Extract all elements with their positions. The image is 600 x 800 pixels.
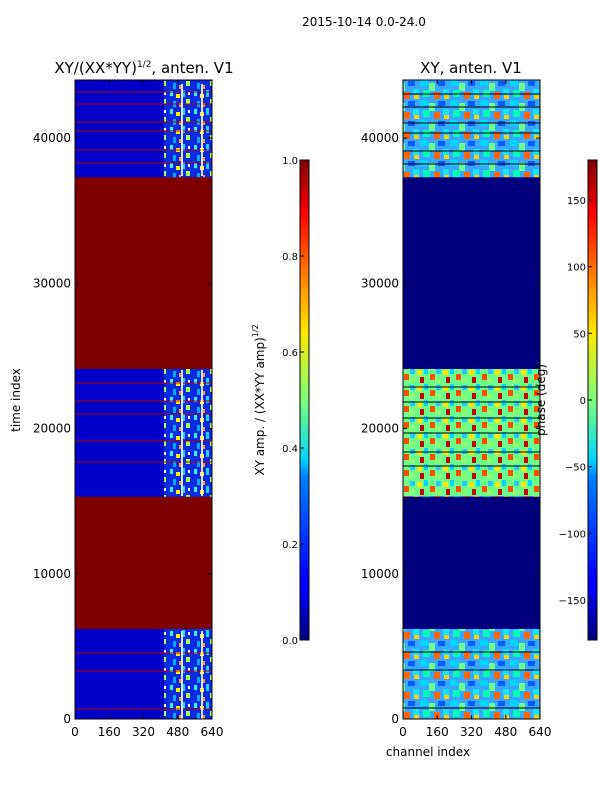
right-heatmap — [402, 79, 541, 720]
left-y-ticks: 0 10000 20000 30000 40000 — [33, 131, 212, 726]
y-tick-label: 40000 — [361, 131, 399, 145]
right-band-lower — [403, 629, 540, 719]
xy-phase-panel: XY, anten. V1 0 160 320 480 640 0 10000 20000 3… — [361, 59, 598, 759]
y-tick-label: 10000 — [33, 567, 71, 581]
right-xlabel: channel index — [386, 745, 470, 759]
colorbar-tick-label: 1.0 — [282, 156, 298, 167]
colorbar-tick-label: 0.6 — [282, 348, 298, 359]
saturated-block-0 — [75, 496, 212, 629]
colorbar-tick-label: 0.8 — [282, 252, 298, 263]
y-tick-label: 40000 — [33, 131, 71, 145]
colorbar-tick-label: 0.0 — [282, 636, 298, 647]
suptitle: 2015-10-14 0.0-24.0 — [302, 15, 426, 29]
y-tick-label: 10000 — [361, 567, 399, 581]
colorbar-tick-label: −100 — [559, 529, 586, 540]
y-tick-label: 30000 — [361, 276, 399, 290]
y-tick-label: 20000 — [361, 422, 399, 436]
left-colorbar: 0.0 0.2 0.4 0.6 0.8 1.0 XY amp. / (XX*YY amp)… — [251, 156, 310, 647]
x-tick-label: 0 — [399, 725, 407, 739]
y-tick-label: 0 — [391, 712, 399, 726]
x-tick-label: 480 — [166, 725, 189, 739]
x-tick-label: 160 — [426, 725, 449, 739]
right-colorbar-ticks: −150 −100 −50 0 50 100 150 — [559, 196, 592, 607]
right-band-upper — [403, 80, 540, 176]
colorbar-tick-label: 100 — [567, 263, 586, 274]
right-line-artifacts — [403, 93, 540, 709]
y-tick-label: 0 — [63, 712, 71, 726]
right-band-middle — [403, 368, 540, 496]
flat-block-0 — [403, 496, 540, 629]
x-tick-label: 320 — [460, 725, 483, 739]
y-tick-label: 30000 — [33, 276, 71, 290]
amplitude-ratio-panel: XY/(XX*YY)1/2, anten. V1 0 160 320 4 — [9, 59, 310, 739]
right-y-ticks: 0 10000 20000 30000 40000 — [361, 131, 540, 726]
left-title: XY/(XX*YY)1/2, anten. V1 — [54, 59, 233, 77]
y-tick-label: 20000 — [33, 422, 71, 436]
x-tick-label: 480 — [494, 725, 517, 739]
right-colorbar: −150 −100 −50 0 50 100 150 phase (deg) — [534, 159, 598, 641]
x-tick-label: 160 — [98, 725, 121, 739]
colorbar-tick-label: 0 — [580, 396, 586, 407]
left-colorbar-label: XY amp. / (XX*YY amp)1/2 — [251, 324, 267, 475]
left-white-column-stripes — [181, 84, 203, 719]
colorbar-tick-label: 150 — [567, 196, 586, 207]
x-tick-label: 0 — [71, 725, 79, 739]
right-colorbar-label: phase (deg) — [534, 364, 548, 436]
colorbar-tick-label: 0.4 — [282, 444, 298, 455]
right-x-ticks: 0 160 320 480 640 — [399, 80, 551, 739]
right-title: XY, anten. V1 — [420, 59, 522, 77]
left-saturated-blocks — [75, 177, 212, 629]
left-heatmap — [74, 79, 213, 720]
left-colorbar-ticks: 0.0 0.2 0.4 0.6 0.8 1.0 — [282, 156, 304, 647]
colorbar-tick-label: −50 — [565, 463, 586, 474]
left-line-artifacts — [75, 91, 212, 710]
flat-block-1 — [403, 177, 540, 370]
left-colorbar-gradient — [299, 159, 310, 641]
colorbar-tick-label: 50 — [573, 329, 586, 340]
colorbar-tick-label: −150 — [559, 596, 586, 607]
saturated-block-1 — [75, 177, 212, 370]
colorbar-tick-label: 0.2 — [282, 540, 298, 551]
right-flat-blocks — [403, 177, 540, 629]
x-tick-label: 640 — [529, 725, 552, 739]
left-ylabel: time index — [9, 368, 23, 432]
left-x-ticks: 0 160 320 480 640 — [71, 80, 223, 739]
x-tick-label: 320 — [132, 725, 155, 739]
x-tick-label: 640 — [201, 725, 224, 739]
